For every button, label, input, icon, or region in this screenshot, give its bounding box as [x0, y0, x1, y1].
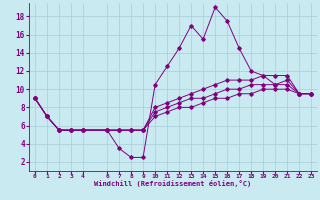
- X-axis label: Windchill (Refroidissement éolien,°C): Windchill (Refroidissement éolien,°C): [94, 180, 252, 187]
